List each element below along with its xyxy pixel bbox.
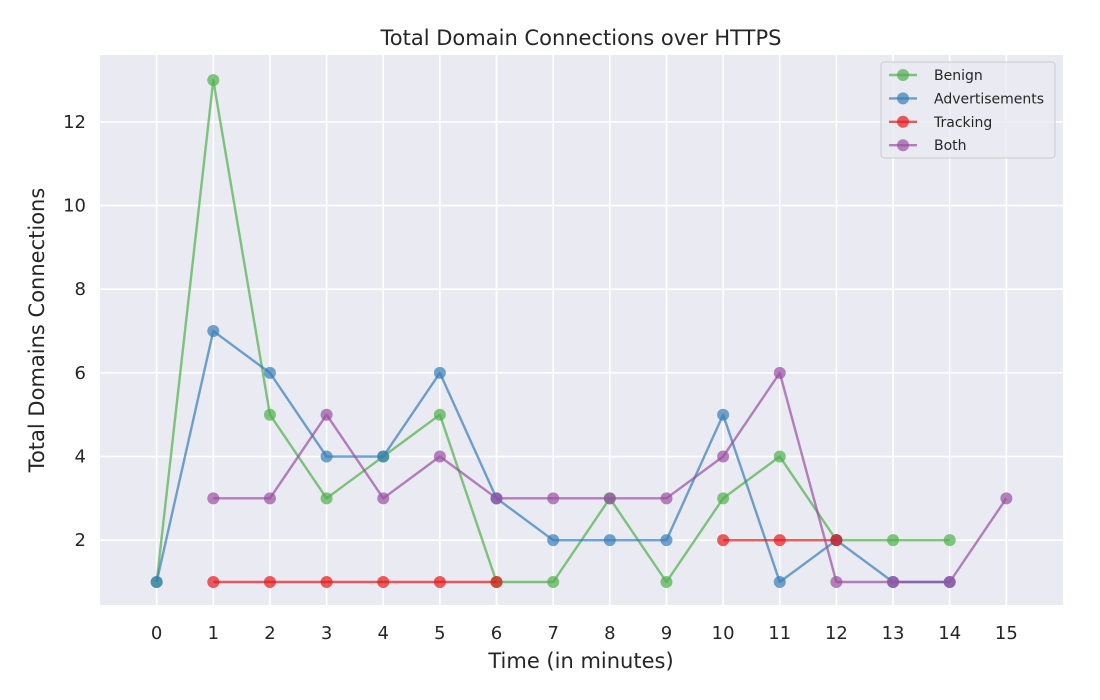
data-point-advertisements — [717, 408, 730, 421]
data-point-both — [773, 366, 786, 379]
data-point-both — [320, 408, 333, 421]
data-point-benign — [207, 74, 220, 87]
data-point-advertisements — [377, 450, 390, 463]
data-point-benign — [320, 492, 333, 505]
data-point-both — [887, 575, 900, 588]
legend-box — [880, 61, 1056, 159]
x-tick-label: 8 — [604, 623, 615, 644]
x-tick-label: 2 — [264, 623, 275, 644]
legend-label: Benign — [934, 68, 983, 84]
data-point-both — [603, 492, 616, 505]
x-tick-label: 3 — [321, 623, 332, 644]
data-point-benign — [263, 408, 276, 421]
y-tick-label: 10 — [63, 196, 86, 217]
y-axis-label: Total Domains Connections — [25, 188, 49, 474]
data-point-advertisements — [150, 575, 163, 588]
legend: Benign Advertisements Tracking Both — [880, 61, 1056, 159]
legend-entry: Benign — [889, 68, 983, 84]
x-axis-label: Time (in minutes) — [487, 649, 673, 673]
y-tick-label: 4 — [75, 447, 86, 468]
data-point-advertisements — [207, 325, 220, 338]
data-point-tracking — [377, 575, 390, 588]
data-point-both — [660, 492, 673, 505]
data-point-both — [263, 492, 276, 505]
data-point-both — [377, 492, 390, 505]
x-tick-label: 14 — [938, 623, 961, 644]
legend-entry: Both — [889, 138, 967, 154]
series-both — [207, 366, 1013, 588]
data-point-advertisements — [263, 366, 276, 379]
data-point-both — [207, 492, 220, 505]
data-point-tracking — [830, 534, 843, 547]
legend-label: Both — [934, 138, 967, 154]
y-tick-label: 6 — [75, 363, 86, 384]
x-tick-label: 9 — [661, 623, 672, 644]
data-point-benign — [433, 408, 446, 421]
data-point-tracking — [320, 575, 333, 588]
data-point-both — [490, 492, 503, 505]
chart-title: Total Domain Connections over HTTPS — [380, 26, 782, 50]
x-tick-label: 10 — [712, 623, 735, 644]
series-tracking — [207, 534, 843, 588]
x-tick-label: 15 — [995, 623, 1018, 644]
data-point-tracking — [263, 575, 276, 588]
y-tick-label: 2 — [75, 530, 86, 551]
legend-swatch-marker — [897, 139, 909, 152]
x-tick-label: 4 — [378, 623, 389, 644]
y-tick-labels: 2 4 6 8 10 12 — [63, 112, 86, 551]
legend-entry: Advertisements — [889, 91, 1044, 107]
data-point-both — [1000, 492, 1013, 505]
y-tick-label: 12 — [63, 112, 86, 133]
x-tick-label: 12 — [825, 623, 848, 644]
data-point-tracking — [717, 534, 730, 547]
data-point-tracking — [207, 575, 220, 588]
x-tick-label: 5 — [434, 623, 445, 644]
legend-swatch-marker — [897, 115, 909, 128]
data-point-advertisements — [773, 575, 786, 588]
legend-label: Advertisements — [934, 91, 1044, 107]
data-point-advertisements — [320, 450, 333, 463]
legend-swatch-marker — [897, 69, 909, 81]
data-point-both — [943, 575, 956, 588]
legend-swatch-marker — [897, 92, 909, 105]
x-tick-label: 11 — [768, 623, 791, 644]
data-point-tracking — [773, 534, 786, 547]
data-point-advertisements — [433, 366, 446, 379]
data-point-tracking — [433, 575, 446, 588]
x-tick-label: 1 — [208, 623, 219, 644]
data-point-both — [830, 575, 843, 588]
x-tick-label: 6 — [491, 623, 502, 644]
data-point-both — [717, 450, 730, 463]
x-tick-label: 7 — [547, 623, 558, 644]
data-point-both — [433, 450, 446, 463]
data-point-tracking — [490, 575, 503, 588]
data-point-benign — [887, 534, 900, 547]
data-point-advertisements — [547, 534, 560, 547]
data-point-benign — [943, 534, 956, 547]
data-point-benign — [717, 492, 730, 505]
x-tick-label: 0 — [151, 623, 162, 644]
data-point-benign — [547, 575, 560, 588]
data-point-benign — [660, 575, 673, 588]
data-point-both — [547, 492, 560, 505]
x-tick-label: 13 — [882, 623, 905, 644]
legend-entry: Tracking — [889, 115, 992, 131]
data-point-advertisements — [660, 534, 673, 547]
data-point-benign — [773, 450, 786, 463]
data-point-advertisements — [603, 534, 616, 547]
y-tick-label: 8 — [75, 279, 86, 300]
series-layer — [150, 74, 1013, 588]
x-tick-labels: 0 1 2 3 4 5 6 7 8 9 10 11 12 13 14 15 — [151, 623, 1018, 644]
legend-label: Tracking — [933, 115, 992, 131]
